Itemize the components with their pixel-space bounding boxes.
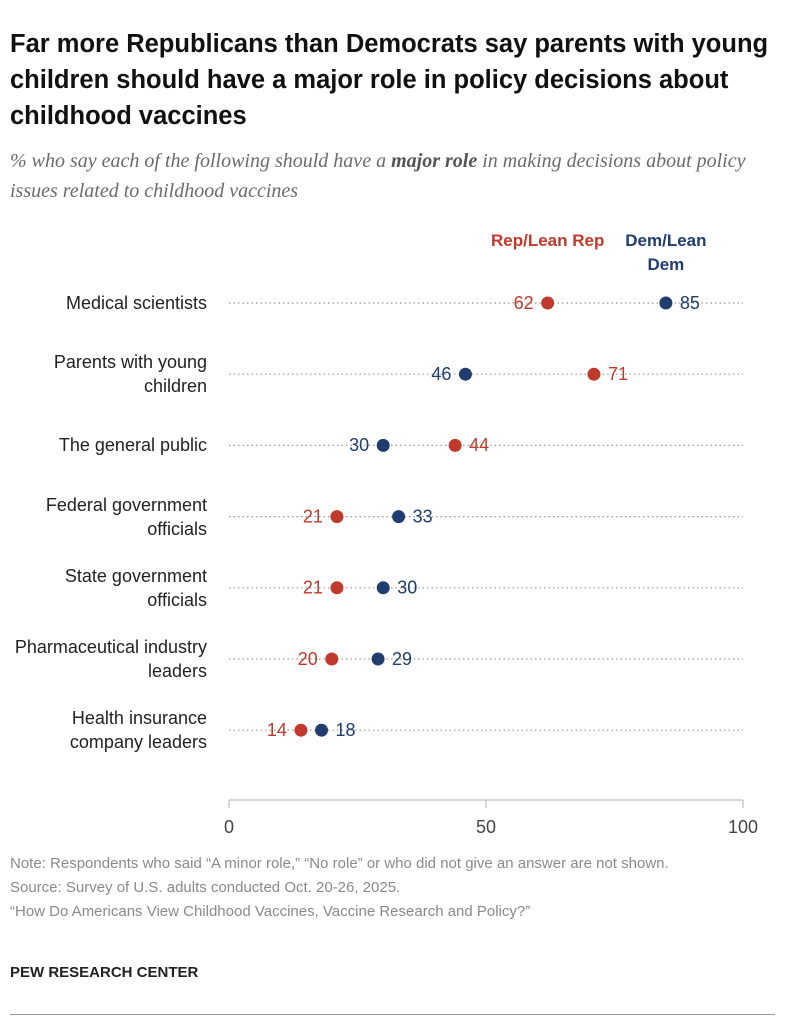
data-label: 21 bbox=[303, 578, 323, 598]
data-label: 62 bbox=[514, 293, 534, 313]
dot bbox=[294, 723, 308, 737]
dot bbox=[315, 723, 329, 737]
data-label: 21 bbox=[303, 506, 323, 526]
legend-entry: Rep/Lean Rep bbox=[490, 231, 605, 250]
notes: Note: Respondents who said “A minor role… bbox=[10, 852, 780, 924]
dot bbox=[458, 367, 472, 381]
data-label: 20 bbox=[298, 649, 318, 669]
data-label: 18 bbox=[336, 720, 356, 740]
bottom-rule bbox=[10, 1014, 775, 1015]
dot bbox=[376, 581, 390, 595]
note: Note: Respondents who said “A minor role… bbox=[10, 855, 669, 872]
data-label: 29 bbox=[392, 649, 412, 669]
category-label: Medical scientists bbox=[65, 293, 207, 313]
legend-entry: Dem/Lean Dem bbox=[625, 231, 707, 274]
x-tick-label: 50 bbox=[476, 817, 496, 837]
dot bbox=[448, 438, 462, 452]
report-title: “How Do Americans View Childhood Vaccine… bbox=[10, 903, 531, 920]
subtitle-text: % who say each of the following should h… bbox=[10, 150, 387, 172]
dot bbox=[587, 367, 601, 381]
category-label: State government officials bbox=[64, 565, 207, 610]
category-label: Pharmaceutical industry leaders bbox=[14, 637, 207, 681]
data-label: 14 bbox=[267, 720, 287, 740]
data-label: 30 bbox=[349, 435, 369, 455]
category-label: Parents with young children bbox=[53, 352, 207, 397]
dot bbox=[392, 510, 406, 524]
dot bbox=[659, 296, 673, 310]
subtitle-text: in making decisions about policy issues … bbox=[10, 150, 746, 202]
dot bbox=[330, 510, 344, 524]
data-label: 46 bbox=[431, 364, 451, 384]
dot bbox=[325, 652, 339, 666]
source: Source: Survey of U.S. adults conducted … bbox=[10, 879, 401, 896]
subtitle: % who say each of the following should h… bbox=[10, 146, 770, 206]
dot bbox=[541, 296, 555, 310]
dot bbox=[371, 652, 385, 666]
subtitle-emphasis: major role bbox=[391, 150, 478, 172]
category-label: The general public bbox=[58, 435, 207, 456]
data-label: 44 bbox=[469, 435, 489, 455]
dot bbox=[376, 438, 390, 452]
dot bbox=[330, 581, 344, 595]
source-org: PEW RESEARCH CENTER bbox=[10, 964, 199, 981]
x-tick-label: 100 bbox=[728, 817, 758, 837]
data-label: 85 bbox=[680, 293, 700, 313]
data-label: 71 bbox=[608, 364, 628, 384]
chart-title: Far more Republicans than Democrats say … bbox=[10, 30, 769, 130]
data-label: 30 bbox=[397, 578, 417, 598]
x-tick-label: 0 bbox=[224, 817, 234, 837]
category-label: Health insurance company leaders bbox=[69, 708, 207, 753]
data-label: 33 bbox=[413, 506, 433, 526]
category-label: Federal government officials bbox=[45, 494, 207, 539]
